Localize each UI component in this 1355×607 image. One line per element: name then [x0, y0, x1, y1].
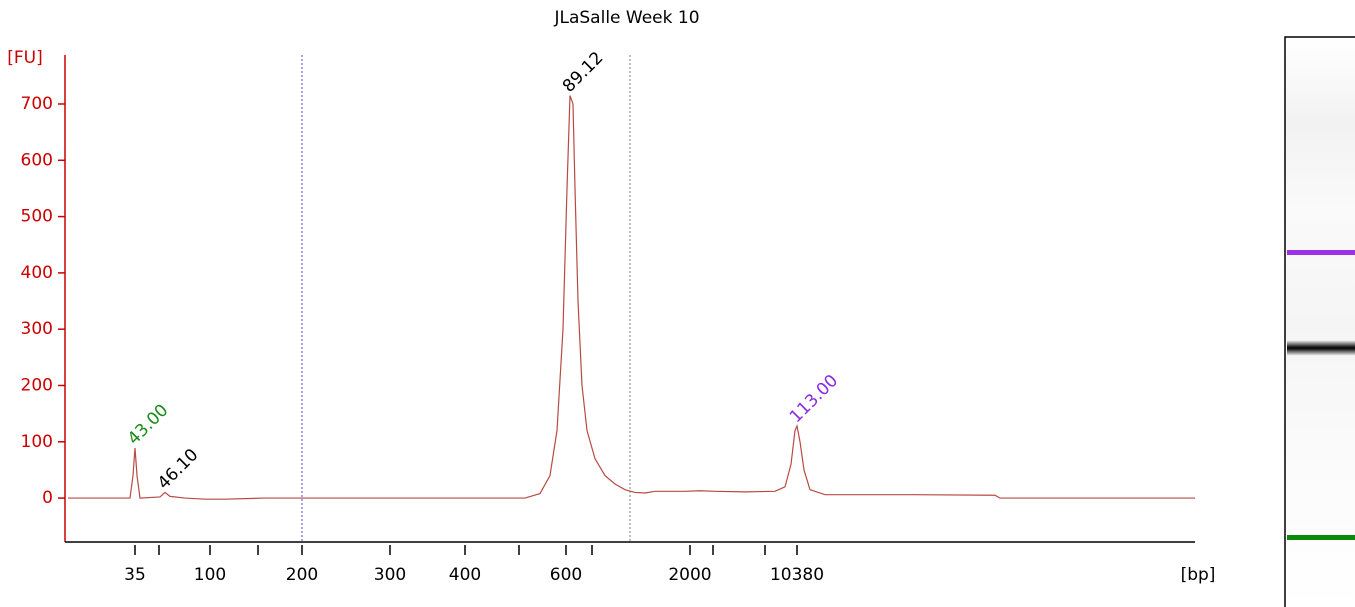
peak-label: 113.00	[786, 371, 842, 427]
y-axis-label: [FU]	[7, 48, 43, 68]
peak-label: 46.10	[154, 445, 203, 494]
y-tick-label: 400	[21, 263, 53, 283]
y-tick-label: 500	[21, 207, 53, 227]
x-tick-label: 300	[374, 565, 406, 585]
trace	[68, 95, 1195, 500]
x-tick-label: 100	[194, 565, 226, 585]
y-tick-label: 700	[21, 94, 53, 114]
x-tick-label: 2000	[668, 565, 711, 585]
gel-band-sample	[1287, 340, 1355, 356]
x-tick-label: 10380	[770, 565, 824, 585]
y-tick-label: 600	[21, 150, 53, 170]
gel-image	[1284, 36, 1355, 607]
peak-label: 89.12	[559, 48, 608, 97]
y-tick-label: 0	[42, 488, 53, 508]
gel-lane	[1284, 36, 1355, 607]
x-tick-label: 35	[124, 565, 146, 585]
peak-label: 43.00	[124, 400, 173, 449]
x-axis-label: [bp]	[1181, 565, 1216, 585]
chart-title: JLaSalle Week 10	[553, 8, 699, 28]
y-tick-label: 200	[21, 375, 53, 395]
gel-band-upper-marker	[1287, 250, 1355, 255]
x-tick-label: 600	[550, 565, 582, 585]
y-tick-label: 100	[21, 432, 53, 452]
x-tick-label: 200	[286, 565, 318, 585]
x-tick-label: 400	[449, 565, 481, 585]
y-tick-label: 300	[21, 319, 53, 339]
gel-band-lower-marker	[1287, 535, 1355, 540]
